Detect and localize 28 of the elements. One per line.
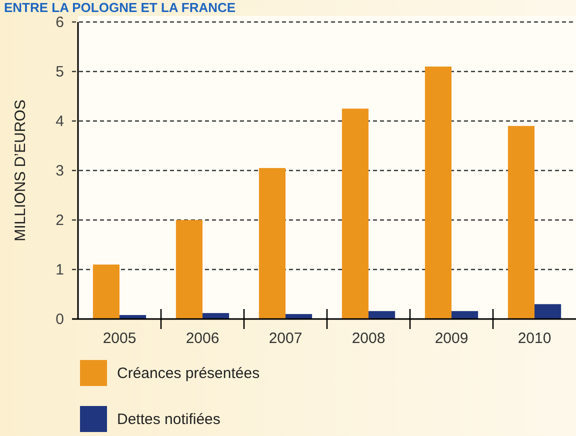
y-tick-label: 3 [56,162,64,180]
y-axis-title: MILLIONS D’EUROS [12,100,29,242]
y-tick-label: 6 [56,14,64,31]
x-tick-label: 2006 [186,330,220,347]
chart-title: ENTRE LA POLOGNE ET LA FRANCE [4,0,236,15]
y-tick-label: 4 [56,112,64,130]
bar [176,220,202,319]
y-tick-label: 0 [56,310,64,328]
x-tick-label: 2009 [434,330,468,347]
legend-label: Dettes notifiées [117,411,220,428]
bar [424,66,452,319]
x-tick-label: 2007 [268,330,302,347]
x-tick-label: 2010 [518,330,552,347]
bar [508,126,534,319]
bar [368,311,396,319]
y-tick-label: 2 [56,212,64,229]
bar [452,311,478,319]
x-tick-label: 2005 [102,330,136,347]
y-tick-label: 1 [56,261,64,278]
y-tick-label: 5 [56,63,64,80]
legend-label: Créances présentées [117,365,260,382]
bar [534,304,562,319]
x-tick-label: 2008 [352,330,386,347]
bar [202,313,230,319]
bar [92,264,120,319]
bar [258,168,286,319]
bar [286,314,312,319]
bar [342,108,368,319]
